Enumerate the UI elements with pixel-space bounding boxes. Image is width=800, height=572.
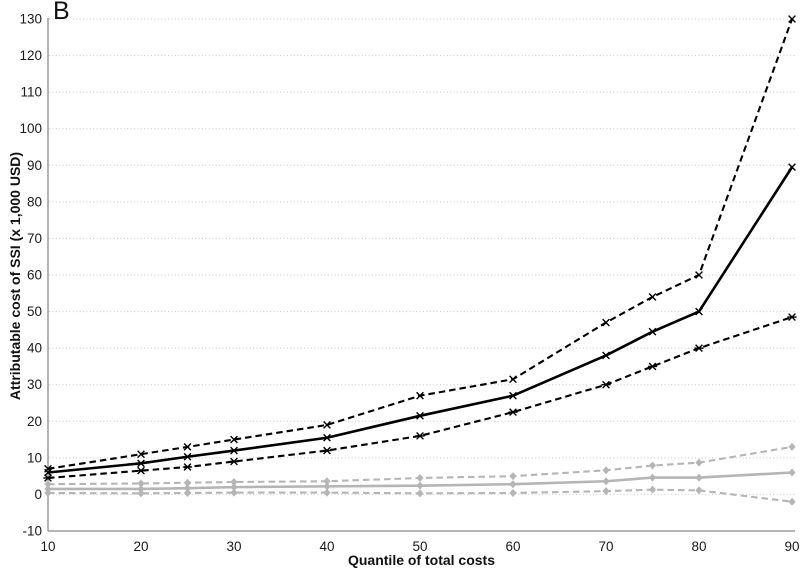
svg-text:60: 60 [27,268,42,283]
svg-text:60: 60 [505,539,520,554]
series-black-lower-ci [43,313,797,482]
svg-text:-10: -10 [22,524,42,539]
svg-text:40: 40 [27,341,42,356]
series-gray-upper-ci [44,442,796,489]
series-gray-lower-ci [44,485,796,506]
axis-lines [47,18,795,532]
y-axis-title: Attributable cost of SSI (x 1,000 USD) [7,151,23,401]
svg-text:50: 50 [412,539,427,554]
svg-text:10: 10 [27,450,42,465]
svg-text:30: 30 [27,377,42,392]
y-tick-labels: -10 0 10 20 30 40 50 60 70 80 90 100 110 120 130 [19,12,42,539]
x-axis-title: Quantile of total costs [347,552,495,568]
svg-text:0: 0 [34,487,42,502]
svg-text:130: 130 [19,12,42,27]
gridlines [49,18,795,495]
svg-text:20: 20 [27,414,42,429]
svg-text:70: 70 [598,539,613,554]
svg-text:110: 110 [20,85,42,100]
svg-text:20: 20 [133,539,148,554]
svg-text:70: 70 [27,231,42,246]
svg-text:10: 10 [40,539,55,554]
svg-text:80: 80 [691,539,706,554]
series-black-upper-ci [44,15,796,473]
svg-text:50: 50 [27,304,42,319]
svg-text:120: 120 [19,48,42,63]
svg-text:30: 30 [226,539,241,554]
panel-label: B [53,0,71,25]
svg-text:80: 80 [27,194,42,209]
svg-text:100: 100 [19,121,42,136]
series-black-estimate [44,163,796,477]
svg-text:40: 40 [319,539,334,554]
series-gray-estimate [44,468,796,493]
svg-text:90: 90 [784,539,799,554]
svg-text:90: 90 [27,158,42,173]
x-tick-labels: 10 20 30 40 50 60 70 80 90 [40,539,799,554]
